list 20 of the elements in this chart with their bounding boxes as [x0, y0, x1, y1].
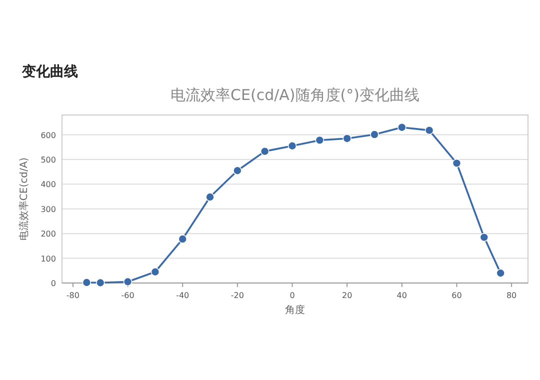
xtick: 80 [506, 291, 517, 300]
xtick: 0 [290, 291, 295, 300]
ytick: 400 [40, 180, 56, 190]
xlabel: 角度 [285, 305, 305, 316]
xtick: -60 [121, 291, 134, 300]
xtick: 40 [396, 291, 407, 300]
xtick: 60 [452, 291, 462, 300]
ytick: 500 [40, 155, 56, 164]
ytick: 0 [50, 279, 56, 288]
xtick: -20 [230, 291, 244, 300]
subtitle: 电流效率CE(cd/A)随角度(°)变化曲线 [170, 86, 420, 104]
title: 变化曲线 [22, 64, 78, 80]
ytick: 600 [40, 130, 56, 140]
xtick: -80 [66, 291, 80, 300]
ytick: 100 [40, 254, 56, 264]
xtick: 20 [342, 291, 352, 300]
xtick: -40 [176, 291, 190, 300]
ylabel: 电流效率CE(cd/A) [19, 157, 30, 241]
ytick: 300 [40, 204, 56, 214]
ytick: 200 [40, 230, 56, 239]
